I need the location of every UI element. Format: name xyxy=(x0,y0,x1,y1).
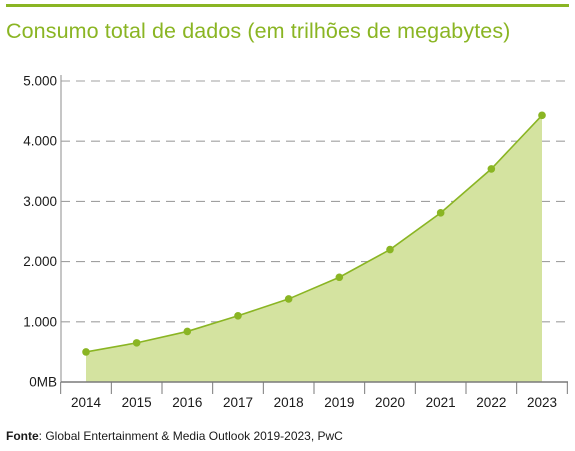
data-point-2021 xyxy=(436,209,445,217)
data-points xyxy=(82,111,546,356)
x-tick-label: 2015 xyxy=(122,395,152,410)
x-tick-label: 2018 xyxy=(274,395,304,410)
area-series xyxy=(85,114,543,383)
y-tick-label: 2.000 xyxy=(23,254,57,269)
data-point-2016 xyxy=(183,327,192,336)
source-label: Fonte xyxy=(6,429,39,443)
source-note: Fonte: Global Entertainment & Media Outl… xyxy=(6,429,343,443)
x-tick-label: 2021 xyxy=(426,395,456,410)
y-tick-label: 4.000 xyxy=(23,134,57,149)
data-point-2020 xyxy=(386,245,394,254)
x-tick-label: 2017 xyxy=(223,395,253,410)
data-point-2022 xyxy=(487,165,496,173)
axes xyxy=(60,75,568,394)
data-point-2019 xyxy=(335,273,344,282)
data-point-2018 xyxy=(284,295,293,303)
data-point-2014 xyxy=(82,348,90,356)
x-tick-label: 2023 xyxy=(527,395,557,410)
x-tick-label: 2019 xyxy=(324,395,354,410)
tick-labels: 0MB 1.000 2.000 3.000 4.000 5.000 2014 2015 2016… xyxy=(23,74,557,411)
source-text: : Global Entertainment & Media Outlook 2… xyxy=(38,429,343,443)
series-line xyxy=(85,114,543,353)
data-point-2023 xyxy=(538,111,546,120)
data-point-2015 xyxy=(132,339,141,347)
x-tick-label: 2020 xyxy=(375,395,405,410)
y-tick-label: 1.000 xyxy=(23,314,57,329)
chart-title: Consumo total de dados (em trilhões de m… xyxy=(6,19,511,43)
x-tick-label: 2014 xyxy=(71,395,102,410)
x-tick-label: 2022 xyxy=(476,395,506,410)
area-fill xyxy=(86,115,542,383)
y-tick-label: 3.000 xyxy=(23,194,57,209)
top-rule xyxy=(6,4,569,7)
data-point-2017 xyxy=(234,311,242,320)
y-tick-label: 0MB xyxy=(29,375,57,390)
y-tick-label: 5.000 xyxy=(23,74,57,89)
x-tick-label: 2016 xyxy=(172,395,202,410)
